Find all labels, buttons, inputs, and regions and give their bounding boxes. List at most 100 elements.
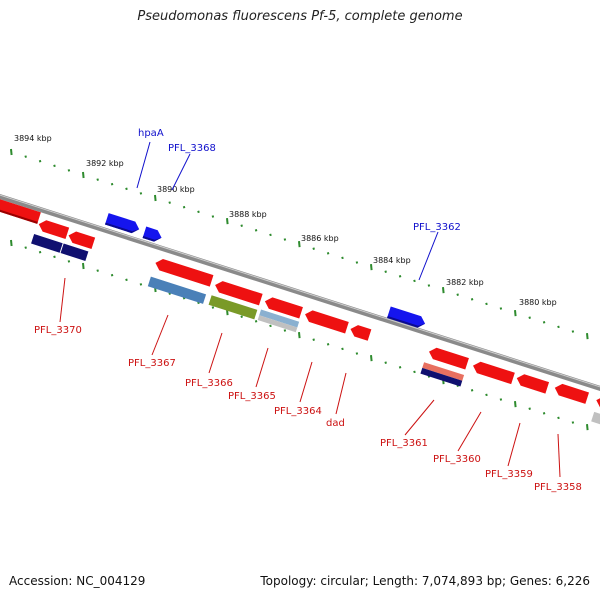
- ruler-bottom-tick: [370, 355, 373, 362]
- gene-PFL_3359[interactable]: [515, 372, 550, 394]
- label-PFL_3366: PFL_3366: [185, 378, 233, 389]
- gene-PFL_3361[interactable]: [427, 346, 469, 370]
- label-PFL_3360: PFL_3360: [433, 454, 481, 465]
- ruler-top-tick: [427, 284, 431, 287]
- ruler-top-tick: [211, 215, 215, 218]
- ruler-bottom-tick: [413, 370, 416, 374]
- ruler-top-tick: [67, 169, 71, 172]
- gene-PFL_3365[interactable]: [263, 295, 303, 319]
- ruler-top-tick: [240, 224, 243, 227]
- ruler-top-tick: [413, 279, 416, 283]
- gene-partial-left[interactable]: [0, 197, 41, 224]
- gene-PFL_3364[interactable]: [303, 309, 349, 334]
- ruler-top-tick: [125, 187, 128, 191]
- ruler-top-tick: [197, 210, 200, 214]
- label-hpaA: hpaA: [138, 128, 164, 139]
- ruler-top-tick: [154, 194, 157, 202]
- ruler-bottom-tick: [298, 332, 301, 339]
- ruler-bottom-tick: [82, 262, 85, 270]
- ruler-bottom-tick: [139, 283, 143, 286]
- ruler-label-3880: 3880 kbp: [519, 298, 557, 307]
- gene-hpaA[interactable]: [104, 213, 141, 235]
- ruler-top-tick: [254, 229, 258, 232]
- ruler-bottom-tick: [326, 343, 330, 346]
- ruler-bottom-tick: [355, 352, 359, 355]
- ruler-top-tick: [442, 287, 445, 294]
- ruler-bottom-tick: [38, 250, 42, 254]
- ruler-top-tick: [341, 256, 344, 260]
- gene-partial-right[interactable]: [594, 394, 600, 412]
- ruler-bottom-tick: [283, 329, 287, 332]
- gene-PFL_3367[interactable]: [154, 257, 214, 287]
- backbone-highlight: [0, 194, 600, 388]
- ruler-bottom-tick: [254, 320, 258, 323]
- ruler-bottom-tick: [341, 347, 344, 351]
- ruler-top-tick: [542, 321, 546, 324]
- ruler-top-tick: [326, 252, 330, 255]
- ruler-bottom-tick: [485, 393, 488, 397]
- gene-PFL_3366[interactable]: [213, 279, 263, 306]
- ruler-bottom-tick: [571, 421, 575, 424]
- ruler-top-tick: [168, 201, 171, 204]
- map-title: Pseudomonas fluorescens Pf-5, complete g…: [137, 9, 463, 24]
- label-PFL_3361: PFL_3361: [380, 438, 428, 449]
- ruler-bottom-tick: [586, 424, 589, 431]
- ruler-bottom-tick: [470, 389, 474, 392]
- ruler-bottom-tick: [110, 273, 114, 277]
- ruler-bottom-tick: [125, 278, 128, 282]
- label-PFL_3368: PFL_3368: [168, 143, 216, 154]
- gene-dad[interactable]: [349, 323, 372, 341]
- gene-PFL_3371[interactable]: [37, 218, 70, 239]
- ruler-top-tick: [226, 218, 229, 225]
- cog-bar-PFL_3367: [147, 276, 207, 304]
- ruler-bottom-tick: [96, 269, 99, 272]
- ruler-top-tick: [355, 261, 359, 264]
- ruler-top-tick: [298, 241, 301, 248]
- cog-bar-PFL_3361: [420, 362, 465, 387]
- cog-bar-PFL_3365: [257, 309, 300, 333]
- ruler-top-tick: [528, 316, 531, 319]
- ruler-bottom-tick: [211, 306, 215, 309]
- gene-PFL_3360[interactable]: [471, 360, 515, 385]
- ruler-bottom-tick: [528, 407, 531, 410]
- ruler-top: [10, 148, 589, 340]
- gene-PFL_3358[interactable]: [553, 382, 590, 404]
- ruler-top-tick: [139, 192, 143, 195]
- ruler-top-tick: [384, 270, 387, 273]
- gene-PFL_3362[interactable]: [387, 306, 427, 329]
- ruler-bottom-tick: [240, 315, 243, 318]
- ruler-bottom-tick: [53, 255, 56, 259]
- ruler-top-tick: [312, 247, 315, 250]
- ruler-top-tick: [182, 205, 186, 209]
- ruler-bottom-tick: [384, 361, 387, 364]
- label-PFL_3365: PFL_3365: [228, 391, 276, 402]
- ruler-top-tick: [456, 293, 459, 296]
- ruler-top-tick: [82, 171, 85, 179]
- bottom-leader-lines: [59, 277, 561, 478]
- ruler-label-3886: 3886 kbp: [301, 234, 339, 243]
- ruler-top-tick: [38, 159, 42, 163]
- cog-bar-right: [591, 411, 600, 427]
- label-PFL_3359: PFL_3359: [485, 469, 533, 480]
- ruler-top-tick: [557, 325, 560, 329]
- top-leader-lines: [136, 141, 439, 281]
- genome-backbone: [0, 193, 600, 392]
- ruler-bottom-tick: [24, 246, 27, 249]
- ruler-bottom-tick: [542, 412, 546, 415]
- gene-PFL_3368[interactable]: [142, 226, 164, 244]
- ruler-top-tick: [499, 307, 503, 310]
- ruler-top-tick: [96, 178, 99, 181]
- ruler-top-tick: [586, 333, 589, 340]
- ruler-bottom-tick: [514, 401, 517, 408]
- ruler-top-tick: [283, 238, 287, 241]
- label-PFL_3370: PFL_3370: [34, 325, 82, 336]
- gene-PFL_3370-red[interactable]: [67, 230, 96, 249]
- ruler-bottom-tick: [67, 260, 71, 263]
- ruler-bottom-tick: [312, 338, 315, 341]
- ruler-bottom: [10, 239, 589, 431]
- label-PFL_3362: PFL_3362: [413, 222, 461, 233]
- ruler-label-3890: 3890 kbp: [157, 185, 195, 194]
- ruler-bottom-tick: [398, 366, 402, 369]
- label-PFL_3358: PFL_3358: [534, 482, 582, 493]
